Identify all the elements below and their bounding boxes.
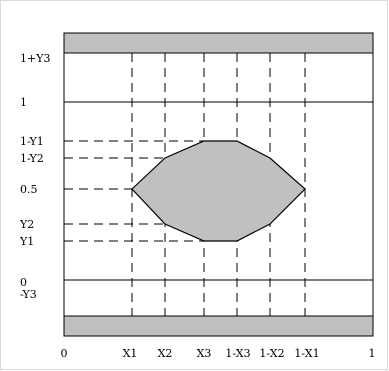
x-label-1-x1: 1-X1 bbox=[294, 347, 319, 360]
y-label-minus-y3: -Y3 bbox=[20, 288, 37, 301]
y-label-1-y1: 1-Y1 bbox=[20, 135, 44, 148]
x-label-x3: X3 bbox=[197, 347, 212, 360]
y-label-y1: Y1 bbox=[19, 235, 34, 248]
x-label-1-x3: 1-X3 bbox=[225, 347, 250, 360]
y-label-0: 0 bbox=[20, 276, 27, 289]
x-label-x1: X1 bbox=[123, 347, 138, 360]
y-label-1: 1 bbox=[20, 96, 27, 109]
x-label-x2: X2 bbox=[158, 347, 173, 360]
x-label-1: 1 bbox=[369, 347, 376, 360]
y-label-half: 0.5 bbox=[20, 183, 38, 196]
y-label-y2: Y2 bbox=[19, 218, 34, 231]
x-label-0: 0 bbox=[61, 347, 68, 360]
x-label-1-x2: 1-X2 bbox=[259, 347, 284, 360]
bottom-band bbox=[63, 315, 374, 337]
octagon-shape bbox=[131, 140, 306, 242]
y-label-1-plus-y3: 1+Y3 bbox=[20, 52, 50, 65]
top-band bbox=[63, 32, 374, 54]
y-label-1-y2: 1-Y2 bbox=[20, 152, 44, 165]
